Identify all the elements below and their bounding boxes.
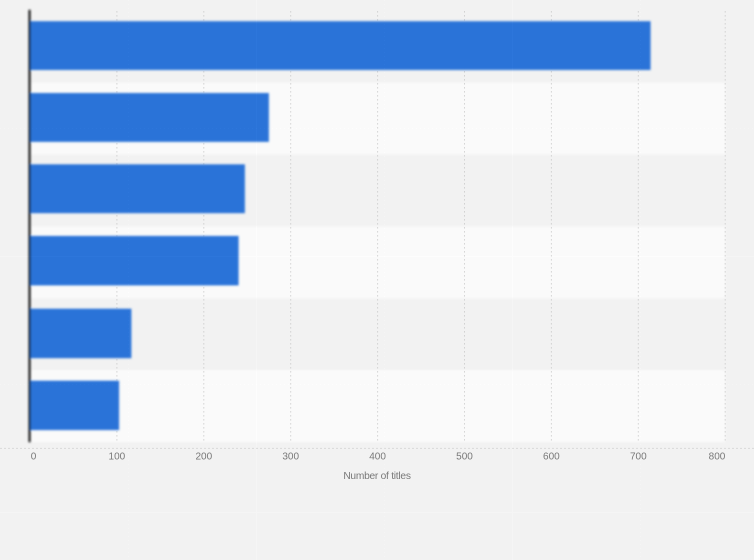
svg-text:Number of titles: Number of titles — [343, 471, 410, 482]
svg-text:200: 200 — [195, 452, 212, 463]
svg-text:400: 400 — [369, 452, 386, 463]
svg-text:0: 0 — [31, 452, 37, 463]
svg-text:100: 100 — [109, 452, 126, 463]
svg-text:300: 300 — [282, 452, 299, 463]
svg-text:600: 600 — [543, 452, 560, 463]
svg-text:700: 700 — [630, 452, 647, 463]
svg-text:500: 500 — [456, 452, 473, 463]
svg-text:800: 800 — [709, 452, 726, 463]
